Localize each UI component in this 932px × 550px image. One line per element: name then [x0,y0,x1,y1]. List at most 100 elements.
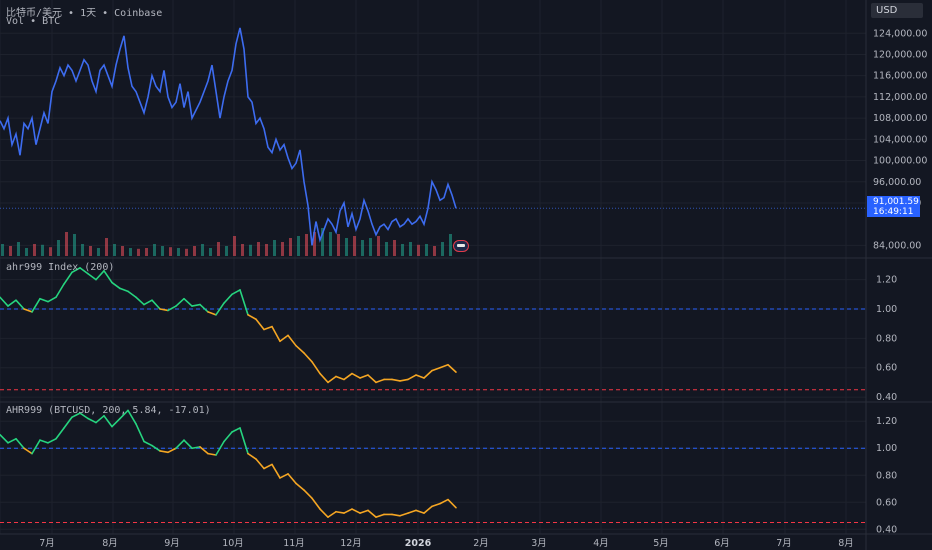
ahr-segment [63,416,73,429]
volume-bar [297,236,300,256]
ahr-segment [127,409,137,425]
ahr-segment [39,439,49,444]
volume-bar [209,248,212,256]
ahr-segment [375,378,385,384]
ahr-segment [151,444,161,452]
ahr-segment [215,302,225,316]
volume-bar [17,242,20,256]
time-axis-label: 8月 [838,538,854,549]
ahr-segment [135,423,145,443]
volume-bar [449,234,452,256]
ahr-segment [231,427,241,433]
ahr-segment [79,412,89,420]
volume-bar [233,236,236,256]
volume-bar [169,247,172,256]
time-axis-label: 5月 [653,538,669,549]
ahr-segment [247,452,257,460]
volume-bar [145,248,148,256]
us-flag-event-icon[interactable] [453,240,469,252]
ahr-segment [231,289,241,296]
ahr-segment [359,509,369,514]
volume-bar [57,240,60,256]
time-axis-label: 8月 [102,538,118,549]
ahr-segment [343,508,353,514]
volume-bar [401,244,404,256]
ahr-segment [439,498,449,505]
ahr-segment [175,439,185,450]
ahr-segment [423,505,433,514]
ahr-axis-label: 0.40 [876,524,897,535]
ahr-segment [239,289,249,316]
time-axis-label: 2月 [473,538,489,549]
ahr-segment [327,375,337,384]
volume-bar [193,246,196,256]
ahr-segment [255,458,265,470]
ahr-segment [191,446,201,450]
volume-bar [153,244,156,256]
ahr-segment [167,305,177,312]
ahr-segment [151,299,161,310]
volume-bar [241,244,244,256]
bar-countdown: 16:49:11 [873,207,914,217]
ahr-segment [167,447,177,454]
ahr-segment [111,281,121,290]
ahr-segment [319,372,329,384]
ahr-segment [55,283,65,299]
ahr-segment [279,334,289,343]
ahr-segment [239,427,249,455]
price-axis-label: 112,000.00 [873,92,927,103]
ahr-segment [15,437,25,450]
ahr-segment [79,267,89,275]
ahr-segment [7,437,17,444]
ahr-axis-label: 1.20 [876,416,897,427]
ahr-segment [343,372,353,381]
ahr-axis-label: 0.80 [876,470,897,481]
ahr-segment [255,318,265,331]
volume-bar [265,244,268,256]
volume-bar [161,246,164,256]
volume-bar [225,246,228,256]
price-axis-label: 108,000.00 [873,113,927,124]
volume-bar [41,244,44,256]
time-axis[interactable]: 7月 8月 9月 10月 11月 12月 2026 2月 3月 4月 5月 6月 7月 8月 [39,538,854,549]
ahr-axis-label: 1.00 [876,443,897,454]
volume-bar [313,232,316,256]
volume-bar [177,248,180,256]
volume-bar [289,238,292,256]
ahr-segment [247,314,257,321]
price-series [0,27,866,246]
ahr-segment [287,473,297,485]
volume-bar [105,238,108,256]
ahr-segment [303,352,313,363]
price-axis[interactable]: 124,000.00 120,000.00 116,000.00 112,000.00… [873,28,927,535]
time-axis-label: 7月 [776,538,792,549]
volume-bar [201,244,204,256]
ahr-segment [207,452,217,456]
ahr-segment [223,431,233,443]
ahr-segment [335,375,345,381]
volume-bar [353,236,356,256]
ahr-axis-label: 0.40 [876,392,897,403]
ahr-segment [95,270,105,281]
volume-legend: Vol • BTC [6,16,61,27]
ahr-segment [431,502,441,508]
time-axis-label: 9月 [164,538,180,549]
volume-bar [345,238,348,256]
volume-bar [361,240,364,256]
ahr-segment [175,297,185,307]
ahr-segment [271,325,281,343]
ahr-segment [143,299,153,306]
ahr-axis-label: 0.60 [876,497,897,508]
ahr-segment [39,297,49,303]
volume-bar [369,238,372,256]
ahr999-index-series [0,267,866,391]
ahr-axis-label: 1.00 [876,304,897,315]
volume-bar [329,232,332,256]
price-axis-label: 124,000.00 [873,28,927,39]
ahr-segment [0,296,9,307]
time-axis-label: 4月 [593,538,609,549]
ahr-segment [31,439,41,455]
ahr-segment [23,447,33,455]
currency-button[interactable]: USD [871,3,923,18]
